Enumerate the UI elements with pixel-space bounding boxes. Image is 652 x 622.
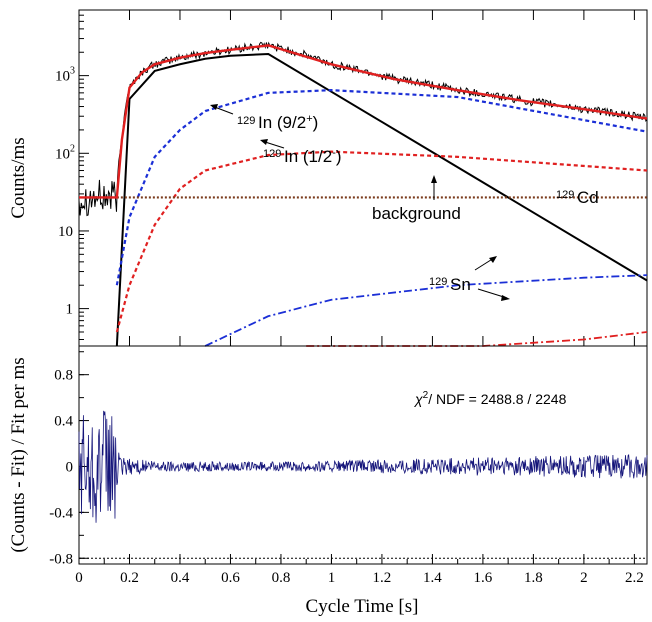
in-1-2-label: In (1/2-) (284, 147, 342, 166)
residual-x-tick-label: 0.6 (221, 570, 240, 586)
in-9-2-annotation: 129 In (9/2+) (210, 104, 318, 132)
x-axis-label: Cycle Time [s] (306, 596, 419, 617)
residual-y-tick-label: -0.4 (49, 505, 73, 521)
residual-x-tick-label: 0.2 (120, 570, 139, 586)
residual-x-tick-label: 1.8 (524, 570, 543, 586)
in-9-2-arrowhead (210, 104, 218, 110)
cd-mass-number: 129 (556, 189, 574, 201)
counts-y-tick-label: 1 (66, 302, 74, 318)
background-annotation: background (372, 175, 461, 223)
residual-y-tick-label: 0.4 (54, 414, 73, 430)
sn-annotation: 129 Sn (429, 256, 510, 301)
residual-panel: 0 0.2 0.4 0.6 0.8 1 1.2 1.4 1.6 1.8 2 2.20.80.40-0.… (8, 345, 648, 617)
series-sn2 (306, 331, 648, 347)
counts-series (78, 41, 648, 347)
residual-x-tick-label: 2 (580, 570, 588, 586)
series-cd (115, 52, 648, 347)
sn-arrowhead-lower (501, 295, 510, 301)
residual-y-tick-label: -0.8 (49, 551, 73, 567)
in-1-2-mass-number: 129 (263, 148, 281, 160)
residual-x-tick-label: 0.4 (171, 570, 190, 586)
residual-series (78, 410, 648, 559)
series-fit (79, 44, 648, 199)
series-in92 (115, 89, 648, 286)
chi-square-label: χ2/ NDF = 2488.8 / 2248 (413, 390, 567, 407)
cd-annotation: 129 Cd (556, 188, 599, 207)
counts-y-axis-label: Counts/ms (8, 137, 29, 218)
in-1-2-arrowhead (260, 139, 268, 145)
series-in12 (115, 150, 648, 333)
sn-mass-number: 129 (429, 276, 447, 288)
sn-label: Sn (450, 275, 471, 294)
residual-y-tick-label: 0 (66, 459, 74, 475)
counts-y-tick-label: 103 (55, 66, 75, 85)
counts-y-tick-label: 10 (58, 224, 73, 240)
residual-x-tick-label: 1.6 (474, 570, 493, 586)
residual-x-tick-label: 1 (328, 570, 336, 586)
residual-plot-frame (78, 345, 648, 565)
counts-y-tick-label: 102 (55, 143, 75, 162)
residual-ticks: 0 0.2 0.4 0.6 0.8 1 1.2 1.4 1.6 1.8 2 2.20.80.40-0.… (49, 351, 644, 586)
residual-y-axis-label: (Counts - Fit) / Fit per ms (8, 357, 29, 552)
in-9-2-mass-number: 129 (237, 115, 255, 127)
cd-label: Cd (577, 188, 599, 207)
residual-y-tick-label: 0.8 (54, 368, 73, 384)
in-1-2-annotation: 129 In (1/2-) (260, 139, 342, 166)
sn-arrowhead-upper (489, 256, 497, 263)
series-sn1 (204, 274, 648, 347)
residual-x-tick-label: 1.4 (423, 570, 442, 586)
residual-x-tick-label: 2.2 (625, 570, 644, 586)
in-9-2-label: In (9/2+) (258, 113, 318, 132)
residual-x-tick-label: 1.2 (373, 570, 392, 586)
residual-trace (78, 410, 648, 523)
background-label: background (372, 204, 461, 223)
residual-x-tick-label: 0.8 (272, 570, 291, 586)
background-arrowhead (431, 175, 437, 183)
residual-x-tick-label: 0 (75, 570, 83, 586)
